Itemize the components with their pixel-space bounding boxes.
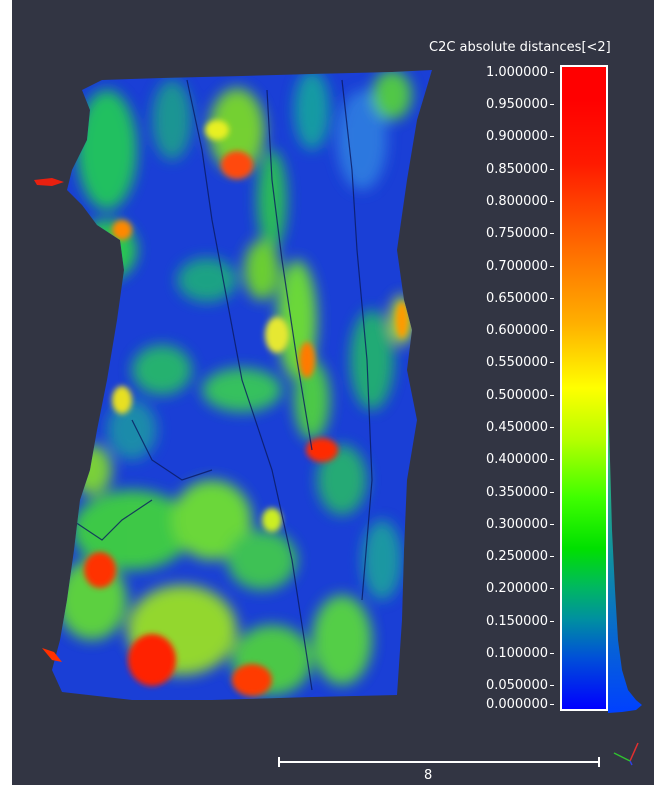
tick-label: 0.350000 [486,486,554,500]
tick-label: 0.800000 [486,195,554,209]
tick-label: 0.650000 [486,292,554,306]
c2c-distance-surface[interactable] [12,0,432,720]
tick-label: 0.050000 [486,679,554,693]
3d-viewport[interactable]: C2C absolute distances[<2] 1.000000 0.95… [12,0,654,785]
tick-label: 0.950000 [486,98,554,112]
colorbar-title: C2C absolute distances[<2] [429,40,611,55]
tick-label: 0.700000 [486,260,554,274]
tick-label: 0.450000 [486,421,554,435]
tick-label: 0.200000 [486,582,554,596]
tick-label: 0.250000 [486,550,554,564]
distance-histogram [608,400,642,713]
tick-label: 0.150000 [486,615,554,629]
tick-label: 0.500000 [486,389,554,403]
tick-label: 0.550000 [486,356,554,370]
tick-label: 0.900000 [486,130,554,144]
tick-label: 0.600000 [486,324,554,338]
tick-label: 0.100000 [486,647,554,661]
scale-bar [278,757,600,767]
tick-label: 1.000000 [486,66,554,80]
axis-orientation-icon [613,742,639,766]
tick-label: 0.300000 [486,518,554,532]
tick-label: 0.000000 [486,698,554,712]
tick-label: 0.850000 [486,163,554,177]
tick-label: 0.750000 [486,227,554,241]
color-scale-bar [560,65,608,711]
tick-label: 0.400000 [486,453,554,467]
scale-bar-label: 8 [424,768,433,783]
